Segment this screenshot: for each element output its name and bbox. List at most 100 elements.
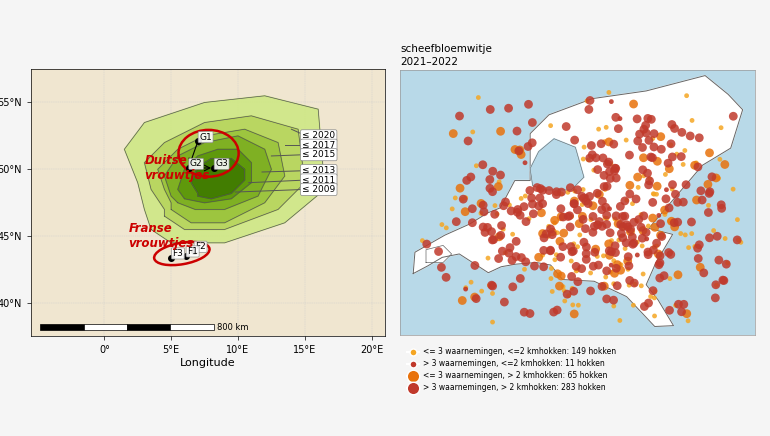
Point xyxy=(571,278,584,285)
Point xyxy=(514,146,526,153)
Point xyxy=(545,265,557,272)
Point xyxy=(598,183,611,190)
Point xyxy=(514,212,527,219)
Point xyxy=(646,154,658,161)
Text: F2: F2 xyxy=(196,242,206,251)
Point xyxy=(715,205,728,212)
Point xyxy=(628,101,640,108)
Point xyxy=(620,136,632,143)
Point xyxy=(609,165,621,172)
Point xyxy=(623,262,635,269)
Point xyxy=(679,232,691,238)
Point xyxy=(479,229,491,236)
Point xyxy=(440,274,452,281)
Point xyxy=(641,249,654,255)
Point xyxy=(653,261,665,268)
Point xyxy=(603,159,615,166)
Point xyxy=(642,222,654,229)
Point xyxy=(647,135,659,142)
Point xyxy=(558,287,571,294)
Point xyxy=(658,211,671,218)
Point xyxy=(493,255,505,262)
Text: F3: F3 xyxy=(172,249,183,258)
Point xyxy=(522,101,534,108)
Point xyxy=(580,250,592,257)
Point xyxy=(601,296,613,303)
Point xyxy=(617,234,629,241)
Point xyxy=(464,174,477,181)
Point xyxy=(511,209,524,216)
Point xyxy=(601,221,613,228)
Point xyxy=(564,243,577,250)
Point xyxy=(568,198,581,204)
Point xyxy=(621,258,634,265)
Point xyxy=(654,259,666,266)
Point xyxy=(520,258,532,265)
Point xyxy=(504,244,516,251)
Point xyxy=(544,225,557,232)
Point xyxy=(499,249,511,256)
Point xyxy=(717,276,729,283)
Point xyxy=(484,106,497,113)
Point xyxy=(665,218,678,225)
Point xyxy=(449,194,461,201)
Point xyxy=(661,186,673,193)
Point xyxy=(575,265,588,272)
Point xyxy=(466,219,478,226)
Point xyxy=(614,267,627,274)
Point xyxy=(544,247,557,254)
Point xyxy=(710,282,722,289)
Point xyxy=(549,256,561,263)
Point xyxy=(548,217,561,224)
Point xyxy=(562,292,574,299)
Point xyxy=(682,244,695,251)
Point xyxy=(591,190,604,197)
Polygon shape xyxy=(125,96,325,243)
Point xyxy=(460,194,472,201)
Text: Duitse
vrouwtjes: Duitse vrouwtjes xyxy=(145,153,209,182)
Point xyxy=(546,228,558,235)
Point xyxy=(709,294,721,301)
Point xyxy=(662,160,675,167)
Point xyxy=(636,144,648,151)
Point xyxy=(567,200,580,207)
Text: scheefbloemwitje
2021–2022: scheefbloemwitje 2021–2022 xyxy=(400,44,492,67)
Point xyxy=(681,92,693,99)
Point xyxy=(604,175,617,182)
Point xyxy=(642,300,654,307)
Point xyxy=(719,235,732,242)
Point xyxy=(666,153,678,160)
Point xyxy=(491,211,504,218)
Point xyxy=(485,228,497,235)
Point xyxy=(614,221,627,228)
Point xyxy=(629,281,641,288)
Point xyxy=(533,254,545,261)
Point xyxy=(653,212,665,219)
Legend: <= 3 waarnemingen, <=2 kmhokken: 149 hokken, > 3 waarnemingen, <=2 kmhokken: 11 : <= 3 waarnemingen, <=2 kmhokken: 149 hok… xyxy=(404,344,619,395)
Point xyxy=(571,243,584,250)
Point xyxy=(651,242,663,249)
Point xyxy=(497,202,510,209)
Point xyxy=(551,270,564,277)
Point xyxy=(484,176,496,183)
Point xyxy=(676,129,688,136)
Point xyxy=(609,249,621,256)
Point xyxy=(542,233,554,240)
Point xyxy=(669,302,681,309)
Point xyxy=(613,237,625,244)
Point xyxy=(714,156,726,163)
Point xyxy=(651,191,663,198)
Point xyxy=(467,129,479,136)
Point xyxy=(526,119,538,126)
Point xyxy=(688,162,701,169)
Point xyxy=(655,233,668,240)
Point xyxy=(489,202,501,209)
Point xyxy=(623,152,635,159)
Polygon shape xyxy=(191,159,245,199)
Point xyxy=(608,296,620,303)
Point xyxy=(537,200,549,207)
Point xyxy=(568,310,581,317)
Text: G1: G1 xyxy=(199,133,212,142)
Polygon shape xyxy=(165,136,271,209)
Point xyxy=(685,218,698,225)
